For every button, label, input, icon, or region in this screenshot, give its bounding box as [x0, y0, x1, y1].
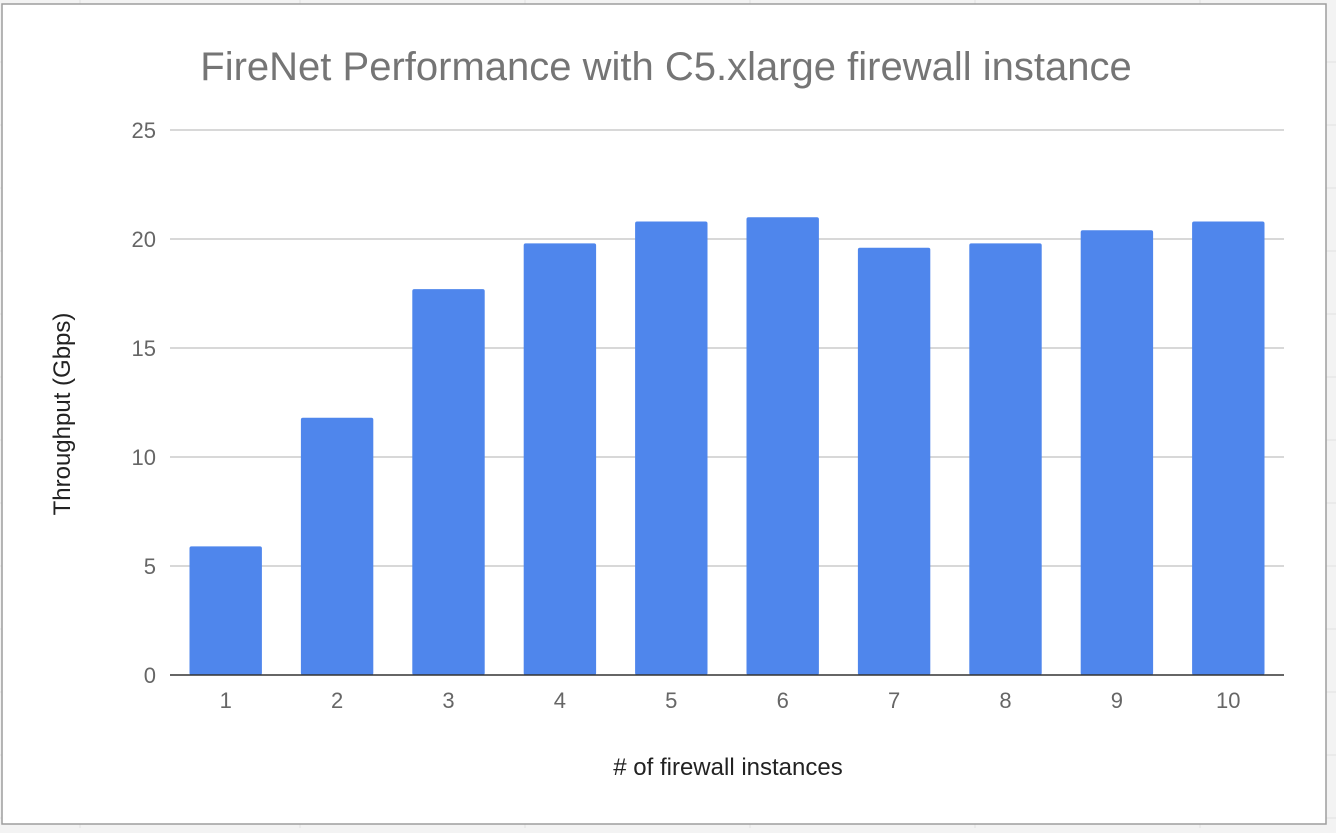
x-tick-label: 7: [888, 688, 900, 713]
y-tick-label: 0: [144, 663, 156, 688]
x-tick-label: 1: [220, 688, 232, 713]
x-tick-label: 8: [999, 688, 1011, 713]
x-axis-label: # of firewall instances: [613, 754, 842, 781]
x-tick-label: 6: [777, 688, 789, 713]
x-tick-label: 3: [442, 688, 454, 713]
bar-9: [1080, 230, 1154, 675]
y-tick-label: 20: [132, 227, 156, 252]
bar-10: [1192, 221, 1265, 675]
bar-4: [523, 243, 597, 676]
bar-3: [412, 289, 485, 675]
x-tick-label: 4: [554, 688, 566, 713]
bar-2: [300, 417, 374, 675]
bar-6: [746, 217, 819, 675]
x-tick-label: 5: [665, 688, 677, 713]
chart-title: FireNet Performance with C5.xlarge firew…: [200, 45, 1131, 89]
bar-1: [189, 546, 262, 675]
y-axis-label: Throughput (Gbps): [49, 313, 76, 516]
bar-8: [969, 243, 1042, 676]
x-tick-labels: 1 2 3 4 5 6 7 8 9 10: [220, 688, 1241, 713]
bars: [189, 217, 1265, 676]
x-tick-label: 10: [1216, 688, 1240, 713]
y-tick-label: 25: [132, 118, 156, 143]
y-tick-label: 15: [132, 336, 156, 361]
bar-7: [857, 247, 931, 675]
y-tick-label: 5: [144, 554, 156, 579]
x-tick-label: 2: [331, 688, 343, 713]
x-tick-label: 9: [1111, 688, 1123, 713]
y-tick-labels: 0 5 10 15 20 25: [132, 118, 156, 688]
y-tick-label: 10: [132, 445, 156, 470]
bar-5: [635, 221, 708, 675]
